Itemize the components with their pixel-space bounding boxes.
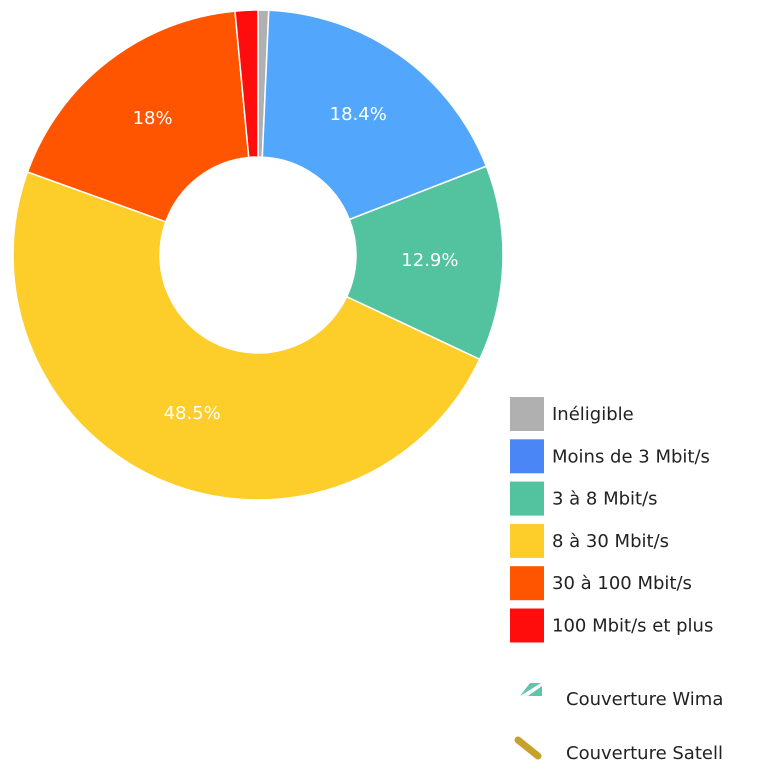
legend-label: Moins de 3 Mbit/s [552,446,710,467]
slice [261,9,488,221]
slice-label: 18% [133,108,173,129]
slice [26,10,250,223]
legend-label: 30 à 100 Mbit/s [552,573,692,594]
slice [12,171,481,501]
legend-swatch [510,481,544,516]
legend-label: Couverture Wima [566,689,723,710]
legend-swatch [510,566,544,601]
satellite-icon [514,736,542,760]
legend-label: Inéligible [552,404,634,425]
legend-swatch [510,439,544,474]
slice [345,165,504,361]
legend-swatch [510,397,544,431]
legend-label: 8 à 30 Mbit/s [552,531,669,552]
legend-label: 3 à 8 Mbit/s [552,489,658,510]
legend-label: 100 Mbit/s et plus [552,616,713,637]
legend-swatch [510,608,544,643]
legend-label: Couverture Satell [566,743,723,764]
legend-swatch [510,523,544,558]
wimax-icon [520,683,542,696]
slice [234,9,259,159]
slice-label: 18.4% [330,104,387,125]
slice-label: 12.9% [401,250,458,271]
slice-label: 48.5% [164,403,221,424]
